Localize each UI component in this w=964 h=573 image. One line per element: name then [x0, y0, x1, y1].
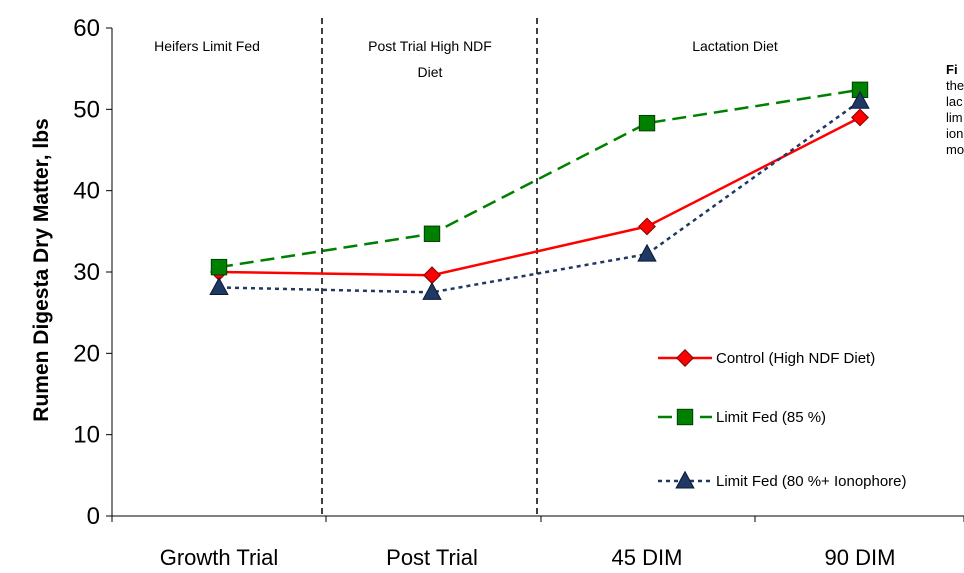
legend-label: Limit Fed (80 %+ Ionophore) [716, 473, 907, 490]
legend-swatch-marker [676, 349, 694, 367]
y-axis: 0 10 20 30 40 50 60 [73, 15, 113, 530]
data-point [422, 281, 442, 300]
y-tick-label: 10 [73, 422, 100, 449]
data-point [423, 266, 441, 285]
y-tick-label: 50 [73, 96, 100, 123]
caption-line: lac [946, 94, 963, 109]
y-tick-label: 40 [73, 178, 100, 205]
data-point [209, 277, 229, 295]
x-tick-label: Post Trial [386, 545, 478, 570]
y-tick-label: 0 [87, 503, 100, 530]
legend-entry: Limit Fed (85 %) [658, 408, 826, 426]
data-point [210, 258, 228, 276]
phase-labels: Heifers Limit Fed Post Trial High NDF Diet… [154, 38, 778, 80]
legend-label: Control (High NDF Diet) [716, 350, 875, 367]
series-line [218, 116, 861, 277]
legend-swatch-marker [676, 408, 694, 426]
phase-dividers [321, 18, 538, 516]
y-tick-label: 20 [73, 340, 100, 367]
y-axis-label: Rumen Digesta Dry Matter, lbs [30, 118, 53, 421]
series-square [210, 81, 869, 276]
data-point [850, 90, 870, 109]
series-line [218, 88, 861, 269]
phase-label-line1: Post Trial High NDF [368, 38, 492, 54]
data-series [209, 81, 870, 300]
data-point [638, 114, 656, 132]
series-line [218, 100, 861, 294]
phase-label-line2: Diet [418, 64, 443, 80]
y-tick-label: 30 [73, 259, 100, 286]
data-point [637, 243, 657, 262]
caption-line: Fi [946, 62, 958, 77]
phase-label: Heifers Limit Fed [154, 38, 260, 54]
data-point [851, 108, 869, 127]
data-point [638, 217, 656, 236]
x-tick-label: 90 DIM [825, 545, 896, 570]
x-tick-label: 45 DIM [612, 545, 683, 570]
phase-label: Lactation Diet [692, 38, 778, 54]
caption-line: ion [946, 126, 964, 141]
caption-line: the [946, 78, 964, 93]
series-diamond [210, 108, 869, 285]
caption-line: lim [946, 110, 963, 125]
legend-entry: Control (High NDF Diet) [658, 349, 875, 367]
x-tick-label: Growth Trial [160, 545, 279, 570]
legend: Control (High NDF Diet) Limit Fed (85 %) L… [658, 349, 907, 490]
legend-swatch-marker [675, 470, 695, 489]
data-point [423, 225, 441, 242]
legend-entry: Limit Fed (80 %+ Ionophore) [658, 470, 907, 490]
caption-line: mo [946, 142, 964, 157]
legend-label: Limit Fed (85 %) [716, 409, 826, 426]
y-tick-label: 60 [73, 15, 100, 42]
x-axis: Growth Trial Post Trial 45 DIM 90 DIM [111, 515, 964, 570]
figure-caption-fragment: Fi the lac lim ion mo [946, 62, 964, 158]
series-triangle [209, 90, 870, 300]
